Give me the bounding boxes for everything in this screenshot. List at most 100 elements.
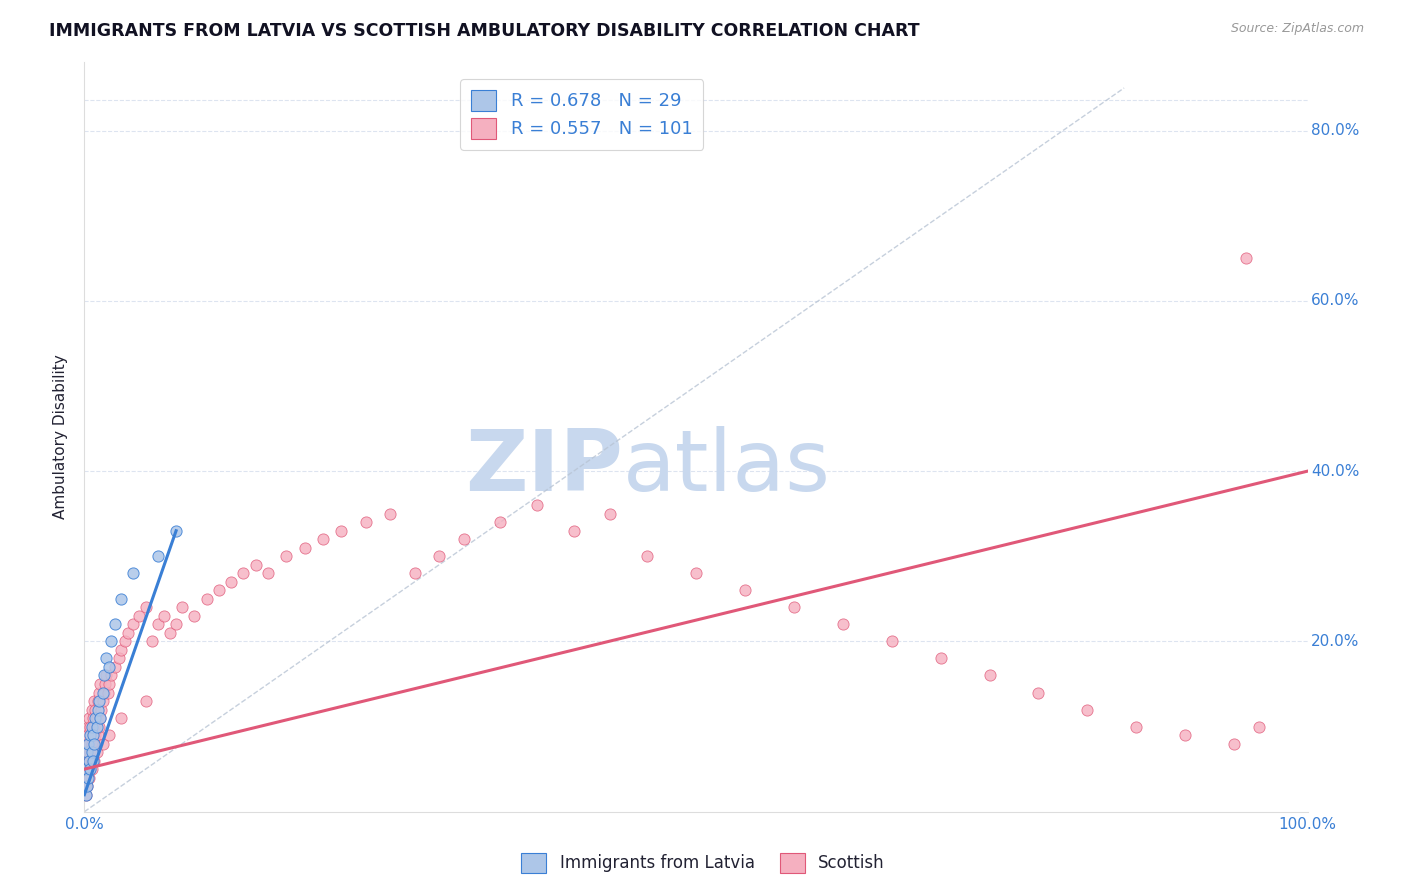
Point — [104, 660, 127, 674]
Point — [636, 549, 658, 564]
Point — [77, 754, 100, 768]
Point — [562, 524, 585, 538]
Point — [232, 566, 254, 581]
Point — [489, 515, 512, 529]
Point — [330, 524, 353, 538]
Point — [80, 702, 103, 716]
Point — [84, 711, 107, 725]
Text: atlas: atlas — [623, 425, 831, 508]
Point — [77, 771, 100, 785]
Text: ZIP: ZIP — [465, 425, 623, 508]
Point — [96, 668, 118, 682]
Point — [599, 507, 621, 521]
Point — [685, 566, 707, 581]
Point — [107, 651, 129, 665]
Point — [84, 728, 107, 742]
Point — [929, 651, 952, 665]
Point — [79, 762, 101, 776]
Point — [77, 737, 100, 751]
Point — [87, 720, 110, 734]
Point — [165, 524, 187, 538]
Point — [1174, 728, 1197, 742]
Point — [86, 745, 108, 759]
Point — [294, 541, 316, 555]
Text: Source: ZipAtlas.com: Source: ZipAtlas.com — [1230, 22, 1364, 36]
Point — [783, 600, 806, 615]
Point — [93, 668, 115, 682]
Point — [979, 668, 1001, 682]
Point — [84, 702, 107, 716]
Point — [734, 583, 756, 598]
Point — [97, 677, 120, 691]
Point — [82, 711, 104, 725]
Point — [104, 617, 127, 632]
Point — [87, 728, 110, 742]
Point — [91, 737, 114, 751]
Point — [172, 600, 194, 615]
Point — [83, 737, 105, 751]
Point — [77, 737, 100, 751]
Point — [76, 779, 98, 793]
Point — [257, 566, 280, 581]
Point — [86, 711, 108, 725]
Text: 20.0%: 20.0% — [1312, 634, 1360, 648]
Point — [79, 745, 101, 759]
Point — [79, 720, 101, 734]
Text: IMMIGRANTS FROM LATVIA VS SCOTTISH AMBULATORY DISABILITY CORRELATION CHART: IMMIGRANTS FROM LATVIA VS SCOTTISH AMBUL… — [49, 22, 920, 40]
Point — [77, 711, 100, 725]
Point — [380, 507, 402, 521]
Point — [135, 694, 157, 708]
Point — [880, 634, 903, 648]
Point — [75, 788, 97, 802]
Point — [83, 754, 105, 768]
Point — [80, 720, 103, 734]
Point — [117, 626, 139, 640]
Point — [79, 728, 101, 742]
Point — [165, 617, 187, 632]
Y-axis label: Ambulatory Disability: Ambulatory Disability — [53, 355, 69, 519]
Point — [1028, 685, 1050, 699]
Point — [87, 694, 110, 708]
Point — [1236, 252, 1258, 266]
Legend: R = 0.678   N = 29, R = 0.557   N = 101: R = 0.678 N = 29, R = 0.557 N = 101 — [460, 79, 703, 150]
Point — [89, 711, 111, 725]
Point — [80, 762, 103, 776]
Point — [1125, 720, 1147, 734]
Point — [110, 591, 132, 606]
Point — [87, 702, 110, 716]
Point — [219, 574, 242, 589]
Point — [90, 702, 112, 716]
Point — [83, 737, 105, 751]
Point — [1247, 720, 1270, 734]
Point — [76, 779, 98, 793]
Point — [183, 608, 205, 623]
Point — [77, 720, 100, 734]
Point — [80, 754, 103, 768]
Point — [122, 566, 145, 581]
Point — [82, 728, 104, 742]
Point — [77, 745, 100, 759]
Point — [146, 549, 169, 564]
Point — [91, 685, 114, 699]
Point — [276, 549, 298, 564]
Point — [75, 788, 97, 802]
Point — [82, 754, 104, 768]
Point — [135, 600, 157, 615]
Point — [97, 660, 120, 674]
Point — [312, 533, 335, 547]
Point — [96, 651, 118, 665]
Point — [114, 634, 136, 648]
Point — [89, 711, 111, 725]
Point — [76, 745, 98, 759]
Point — [122, 617, 145, 632]
Point — [86, 720, 108, 734]
Text: 60.0%: 60.0% — [1312, 293, 1360, 309]
Point — [159, 626, 181, 640]
Point — [153, 608, 176, 623]
Point — [75, 737, 97, 751]
Point — [1076, 702, 1098, 716]
Point — [83, 720, 105, 734]
Point — [77, 771, 100, 785]
Point — [526, 498, 548, 512]
Point — [75, 779, 97, 793]
